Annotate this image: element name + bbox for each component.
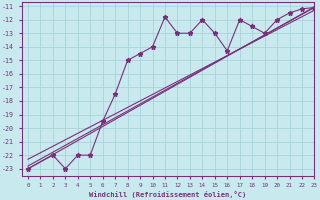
X-axis label: Windchill (Refroidissement éolien,°C): Windchill (Refroidissement éolien,°C)	[90, 191, 247, 198]
